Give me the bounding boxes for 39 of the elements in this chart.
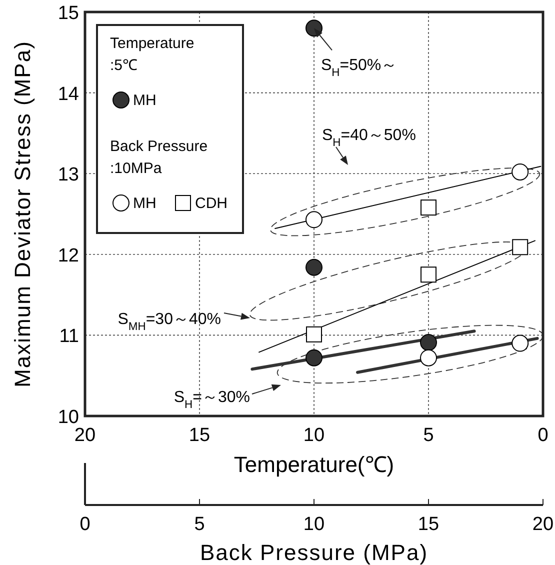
point bbox=[420, 334, 437, 351]
point bbox=[306, 258, 322, 276]
x2-tick-label: 10 bbox=[303, 514, 325, 535]
y-axis-title: Maximum Deviator Stress (MPa) bbox=[10, 40, 35, 388]
x2-tick-label: 15 bbox=[418, 514, 440, 535]
x-tick-label: 10 bbox=[303, 425, 325, 446]
annotation: S$_{H}$=40～50% bbox=[322, 127, 416, 149]
legend-label: MH bbox=[133, 92, 156, 109]
annotation: S$_{H}$=～30% bbox=[174, 389, 250, 411]
y-tick-label: 10 bbox=[58, 407, 79, 428]
y-tick-label: 15 bbox=[58, 3, 79, 24]
x-tick-label: 5 bbox=[423, 425, 434, 446]
point bbox=[420, 266, 436, 283]
x-axis-title: Temperature(℃) bbox=[234, 452, 394, 477]
x2-tick-label: 20 bbox=[532, 514, 554, 535]
point bbox=[420, 349, 437, 366]
x2-tick-label: 0 bbox=[80, 514, 90, 535]
y-tick-label: 11 bbox=[59, 326, 79, 348]
point bbox=[512, 239, 528, 256]
point bbox=[306, 349, 322, 366]
annotation: Back Pressure :10MPa bbox=[110, 138, 208, 177]
y-tick-label: 14 bbox=[58, 84, 80, 105]
x2-axis-title: Back Pressure (MPa) bbox=[200, 540, 428, 565]
x-tick-label: 20 bbox=[74, 425, 96, 446]
annotation: Temperature :5℃ bbox=[110, 35, 194, 74]
x-tick-label: 0 bbox=[538, 425, 548, 446]
point bbox=[420, 200, 436, 216]
point bbox=[306, 326, 322, 342]
y-tick-label: 13 bbox=[58, 164, 79, 186]
legend-label: MH bbox=[133, 195, 156, 212]
annotation: S$_{MH}$=30～40% bbox=[118, 311, 221, 333]
y-tick-label: 12 bbox=[58, 245, 79, 266]
point bbox=[512, 163, 529, 180]
annotation: S$_{H}$=50%～ bbox=[321, 57, 398, 80]
point bbox=[306, 211, 322, 228]
x2-tick-label: 5 bbox=[194, 514, 205, 535]
point bbox=[512, 334, 529, 352]
x-tick-label: 15 bbox=[188, 425, 210, 446]
legend-label: CDH bbox=[195, 195, 228, 212]
